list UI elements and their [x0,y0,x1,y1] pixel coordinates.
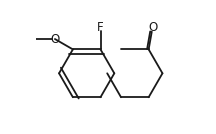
Text: O: O [148,21,157,34]
Text: O: O [50,33,60,46]
Text: F: F [97,21,104,34]
